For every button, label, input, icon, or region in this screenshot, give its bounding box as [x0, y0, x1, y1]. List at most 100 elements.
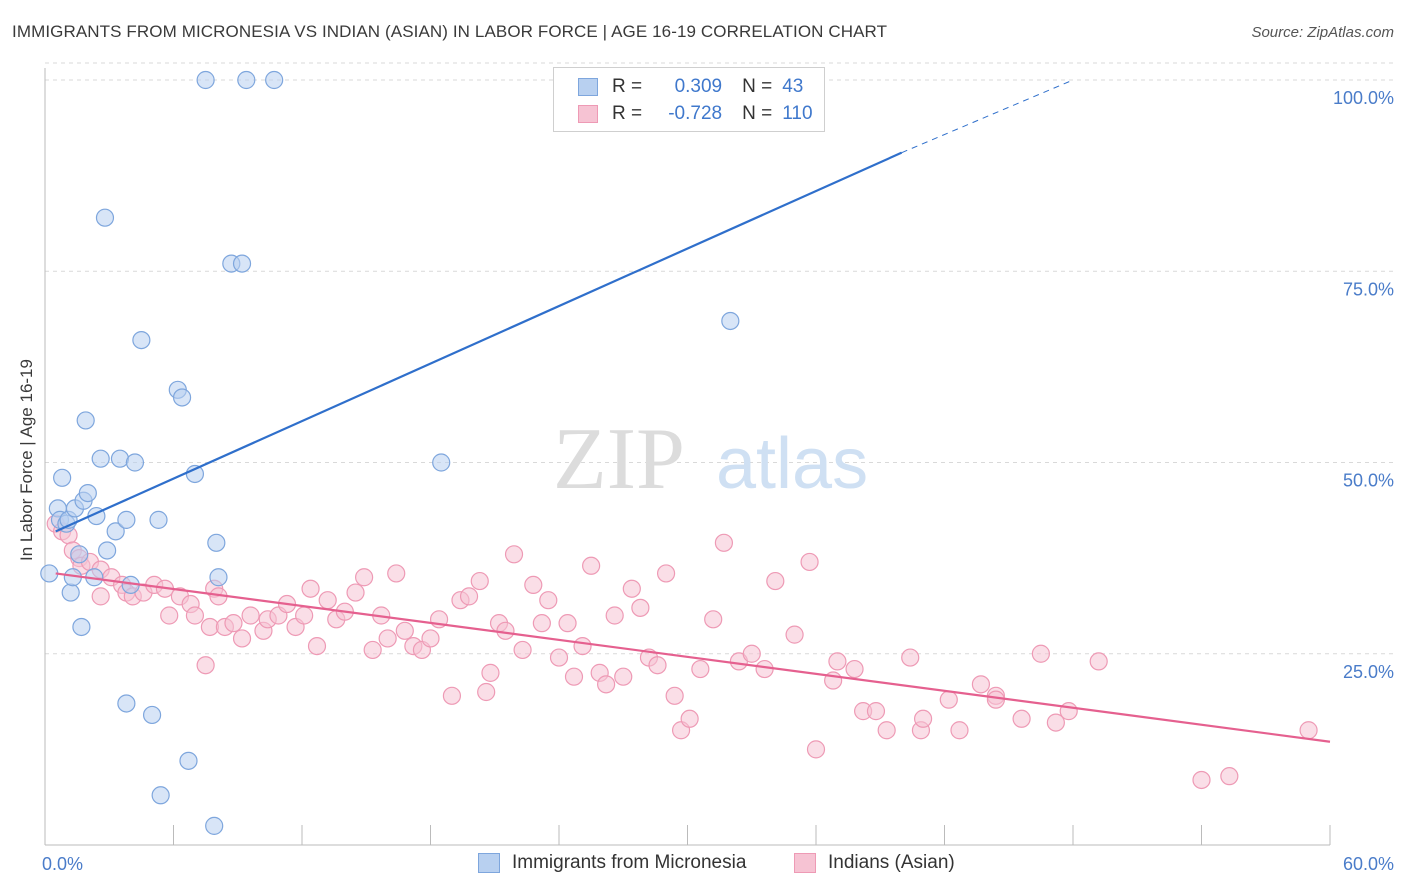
data-point-indians — [845, 659, 864, 679]
watermark-zip: ZIP — [553, 411, 685, 508]
legend-swatch-pink — [578, 105, 598, 123]
trend-lines — [55, 79, 1331, 743]
data-point-indians — [481, 663, 500, 682]
data-point-micronesia — [70, 545, 89, 564]
bottom-swatch-blue — [478, 853, 500, 873]
data-point-indians — [355, 568, 374, 587]
data-point-indians — [558, 614, 577, 633]
x-tick-label: 60.0% — [1343, 854, 1394, 874]
data-point-indians — [971, 675, 991, 694]
data-point-micronesia — [209, 568, 228, 587]
series-immigrants-micronesia — [40, 70, 740, 835]
y-tick-label: 50.0% — [1343, 471, 1394, 491]
legend-n-label: N = — [742, 76, 773, 97]
bottom-legend-indians: Indians (Asian) — [794, 852, 955, 874]
legend-swatch-blue — [578, 78, 598, 96]
data-point-micronesia — [117, 694, 136, 713]
data-point-micronesia — [172, 388, 192, 407]
data-point-indians — [532, 614, 551, 633]
axes — [44, 68, 1331, 846]
data-point-indians — [378, 629, 397, 648]
data-point-indians — [665, 686, 684, 705]
data-point-indians — [395, 621, 414, 640]
data-point-micronesia — [78, 484, 97, 503]
data-point-indians — [806, 740, 826, 759]
data-point-micronesia — [106, 522, 125, 541]
y-tick-label: 75.0% — [1343, 279, 1394, 299]
data-point-indians — [714, 533, 734, 552]
data-point-indians — [605, 606, 624, 625]
data-point-indians — [597, 675, 616, 694]
y-tick-label: 25.0% — [1343, 662, 1394, 682]
data-point-indians — [1046, 713, 1065, 732]
bottom-legend-label: Indians (Asian) — [828, 852, 955, 873]
data-point-indians — [939, 690, 958, 709]
data-point-indians — [232, 629, 252, 648]
bottom-swatch-pink — [794, 853, 816, 873]
data-point-indians — [1299, 721, 1318, 740]
data-point-micronesia — [151, 786, 170, 805]
data-point-indians — [828, 652, 847, 671]
data-point-indians — [656, 564, 676, 583]
data-point-micronesia — [61, 583, 80, 602]
bottom-legend-label: Immigrants from Micronesia — [512, 852, 747, 873]
data-point-indians — [496, 621, 515, 640]
legend-r-value: -0.728 — [668, 103, 723, 124]
data-point-indians — [185, 606, 205, 625]
data-point-indians — [755, 659, 774, 679]
data-point-micronesia — [125, 453, 145, 472]
data-point-indians — [421, 629, 440, 648]
data-point-indians — [742, 644, 761, 663]
legend-row-micronesia: R = 0.309 N = 43 — [578, 74, 803, 100]
data-point-indians — [301, 579, 320, 598]
stats-legend: R = 0.309 N = 43 R = -0.728 N = 110 — [553, 67, 825, 132]
y-axis-label: In Labor Force | Age 16-19 — [17, 359, 36, 561]
data-point-indians — [295, 606, 314, 625]
gridlines — [45, 62, 1395, 655]
data-point-indians — [704, 610, 723, 629]
series-indians-asian — [46, 514, 1318, 790]
data-point-indians — [549, 648, 569, 667]
data-point-indians — [573, 636, 592, 656]
bottom-legend-micronesia: Immigrants from Micronesia — [478, 852, 746, 874]
data-point-micronesia — [432, 453, 451, 472]
data-point-micronesia — [40, 564, 59, 583]
data-point-micronesia — [149, 510, 168, 529]
data-point-indians — [622, 579, 641, 598]
legend-n-value: 43 — [782, 76, 804, 97]
legend-r-label: R = — [612, 76, 643, 97]
data-point-indians — [1192, 770, 1211, 790]
data-point-indians — [901, 648, 920, 667]
data-point-indians — [950, 721, 969, 740]
data-point-indians — [913, 709, 933, 728]
data-point-indians — [318, 591, 337, 610]
data-point-micronesia — [53, 468, 72, 487]
data-point-indians — [470, 571, 489, 591]
data-point-micronesia — [72, 617, 91, 637]
data-point-micronesia — [232, 254, 252, 273]
data-point-indians — [241, 606, 260, 625]
y-tick-label: 100.0% — [1333, 88, 1394, 108]
data-point-indians — [631, 598, 650, 617]
data-point-micronesia — [196, 70, 215, 90]
data-point-indians — [513, 640, 532, 660]
trend-line-indians — [55, 572, 1331, 743]
trend-line-extension — [901, 79, 1074, 154]
data-point-micronesia — [142, 705, 162, 725]
data-point-micronesia — [98, 541, 117, 560]
data-point-indians — [363, 640, 382, 660]
data-point-indians — [1220, 767, 1239, 786]
data-point-indians — [800, 552, 819, 572]
data-point-indians — [1089, 652, 1108, 671]
data-point-indians — [1059, 702, 1078, 721]
data-point-indians — [1012, 709, 1031, 728]
trend-line-micronesia — [55, 151, 903, 533]
x-tick-label: 0.0% — [42, 854, 83, 874]
legend-row-indians: R = -0.728 N = 110 — [578, 101, 813, 127]
chart-title: IMMIGRANTS FROM MICRONESIA VS INDIAN (AS… — [12, 22, 888, 41]
data-point-indians — [539, 591, 558, 610]
data-point-indians — [680, 709, 699, 728]
data-point-indians — [582, 556, 601, 575]
data-point-indians — [387, 564, 406, 583]
data-point-micronesia — [237, 70, 256, 90]
